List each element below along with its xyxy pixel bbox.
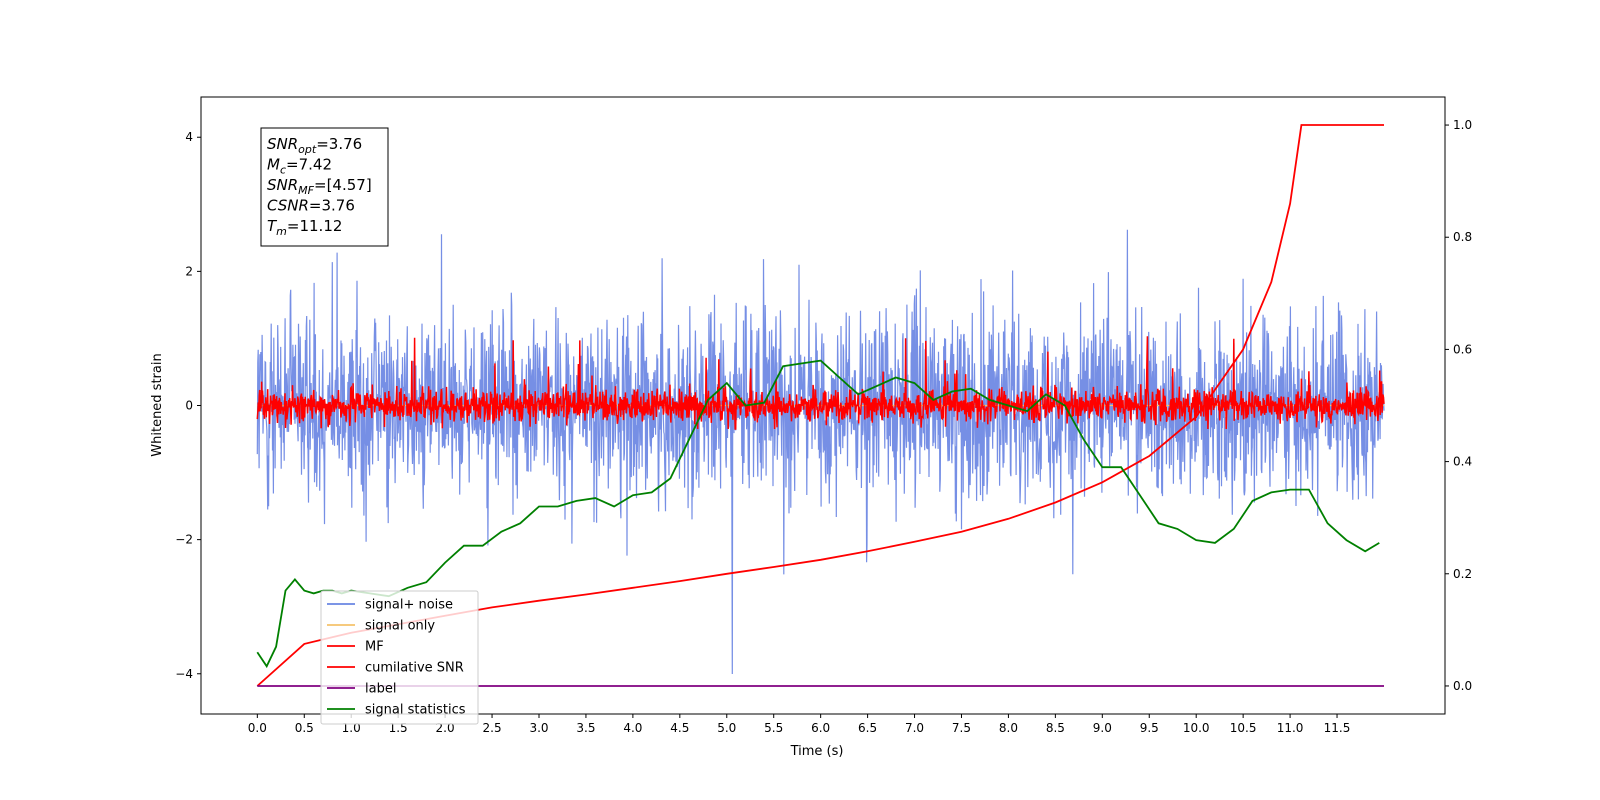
x-tick-label: 7.0 — [905, 721, 924, 735]
y-tick-label: 2 — [185, 264, 193, 278]
x-tick-label: 5.5 — [764, 721, 783, 735]
x-tick-label: 9.0 — [1093, 721, 1112, 735]
legend-label: signal statistics — [365, 703, 466, 718]
y2-tick-label: 0.4 — [1453, 455, 1472, 469]
x-tick-label: 5.0 — [717, 721, 736, 735]
x-tick-label: 3.5 — [576, 721, 595, 735]
x-tick-label: 0.0 — [248, 721, 267, 735]
y-axis-label: Whitened strain — [150, 353, 165, 456]
x-tick-label: 4.5 — [670, 721, 689, 735]
y2-tick-label: 1.0 — [1453, 118, 1472, 132]
x-tick-label: 4.0 — [623, 721, 642, 735]
legend-label: signal only — [365, 619, 435, 634]
y-tick-label: −4 — [175, 667, 193, 681]
annotation-line: SNRopt=3.76 — [267, 135, 362, 156]
x-axis-label: Time (s) — [790, 744, 844, 759]
annotation-symbol: T — [267, 217, 278, 235]
annotation-symbol: SNR — [267, 176, 298, 194]
annotation-symbol: M — [267, 156, 280, 174]
y-tick-label: 4 — [185, 130, 193, 144]
annotation-value: =[4.57] — [314, 176, 372, 194]
series-mf — [256, 336, 1385, 430]
annotation-value: =3.76 — [309, 197, 355, 215]
legend-label: MF — [365, 640, 384, 655]
annotation-symbol: CSNR — [267, 197, 309, 215]
y-axis-right: 1.0 0.8 0.6 0.4 0.2 0.0 — [1445, 118, 1472, 693]
series-signal-noise — [256, 229, 1385, 675]
x-tick-label: 11.0 — [1277, 721, 1304, 735]
x-tick-label: 11.5 — [1324, 721, 1351, 735]
y2-tick-label: 0.2 — [1453, 567, 1472, 581]
annotation-symbol: SNR — [267, 135, 298, 153]
y2-tick-label: 0.0 — [1453, 679, 1472, 693]
legend-label: signal+ noise — [365, 598, 453, 613]
x-tick-label: 3.0 — [529, 721, 548, 735]
x-tick-label: 8.0 — [999, 721, 1018, 735]
annotation-frame — [260, 127, 389, 247]
y-tick-label: 0 — [185, 399, 193, 413]
annotation-subscript: c — [280, 164, 286, 177]
stats-annotation-box: SNRopt=3.76Mc=7.42SNRMF=[4.57]CSNR=3.76T… — [260, 127, 389, 247]
x-tick-label: 2.5 — [483, 721, 502, 735]
annotation-value: =3.76 — [316, 135, 362, 153]
annotation-line: CSNR=3.76 — [267, 197, 355, 215]
annotation-value: =11.12 — [287, 217, 343, 235]
legend: signal+ noise signal only MF cumilative SNR… — [320, 590, 479, 725]
y2-tick-label: 0.8 — [1453, 230, 1472, 244]
annotation-subscript: MF — [298, 184, 314, 197]
annotation-line: Tm=11.12 — [267, 217, 342, 238]
x-tick-label: 6.5 — [858, 721, 877, 735]
x-tick-label: 8.5 — [1046, 721, 1065, 735]
x-tick-label: 9.5 — [1140, 721, 1159, 735]
x-tick-label: 10.0 — [1183, 721, 1210, 735]
legend-label: label — [365, 682, 396, 697]
annotation-subscript: opt — [298, 143, 317, 156]
y2-tick-label: 0.6 — [1453, 342, 1472, 356]
x-tick-label: 10.5 — [1230, 721, 1257, 735]
y-tick-label: −2 — [175, 533, 193, 547]
y-axis-left: 4 2 0 −2 −4 — [175, 130, 201, 681]
x-tick-label: 7.5 — [952, 721, 971, 735]
annotation-subscript: m — [276, 225, 287, 238]
annotation-line: Mc=7.42 — [267, 156, 332, 177]
x-tick-label: 0.5 — [295, 721, 314, 735]
legend-label: cumilative SNR — [365, 661, 464, 676]
annotation-line: SNRMF=[4.57] — [267, 176, 372, 197]
x-tick-label: 6.0 — [811, 721, 830, 735]
legend-frame — [320, 590, 479, 725]
annotation-value: =7.42 — [286, 156, 332, 174]
